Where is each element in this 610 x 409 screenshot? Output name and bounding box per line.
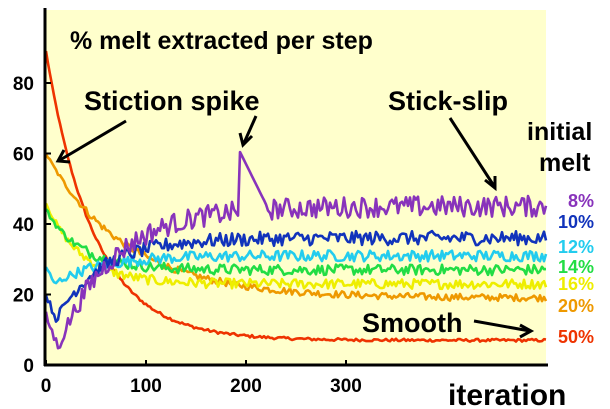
legend-label-10pct: 10%: [558, 212, 594, 232]
legend-label-12pct: 12%: [558, 237, 594, 257]
x-axis-label: iteration: [448, 379, 566, 409]
y-tick-label: 80: [13, 74, 34, 95]
series-line-20pct: [44, 153, 548, 303]
plot-background: [46, 10, 546, 364]
legend-label-20pct: 20%: [558, 296, 594, 316]
spike-arrow-head: [238, 132, 254, 148]
y-tick-label: 60: [13, 145, 34, 166]
annotation-arrows: [55, 115, 535, 339]
legend-title-line2: melt: [539, 149, 591, 177]
annotation-stick-slip: Stick-slip: [388, 86, 508, 116]
annotation-stiction-spike: Stiction spike: [84, 86, 260, 116]
x-tick-label: 0: [41, 376, 52, 397]
legend-title-line1: initial: [527, 118, 592, 146]
series-line-8pct: [44, 150, 548, 350]
smooth-arrow-head: [519, 323, 535, 339]
chart-title: % melt extracted per step: [70, 27, 373, 55]
spike-arrow: [242, 115, 258, 144]
series-line-12pct: [44, 249, 548, 285]
x-tick-label: 300: [330, 376, 362, 397]
series-line-16pct: [44, 202, 548, 291]
stick-slip-arrow: [448, 117, 496, 187]
series-layer: [44, 50, 548, 350]
legend-label-16pct: 16%: [558, 274, 594, 294]
legend-label-8pct: 8%: [568, 191, 594, 211]
series-line-50pct: [44, 50, 547, 343]
stiction-arrow-head: [55, 149, 71, 164]
legend-label-50pct: 50%: [558, 327, 594, 347]
y-tick-label: 40: [13, 215, 34, 236]
stiction-arrow: [59, 119, 127, 162]
legend-label-14pct: 14%: [558, 257, 594, 277]
smooth-arrow: [473, 319, 531, 333]
x-tick-label: 100: [130, 376, 162, 397]
annotation-smooth: Smooth: [362, 308, 463, 338]
y-tick-label: 0: [23, 356, 34, 377]
x-tick-label: 200: [230, 376, 262, 397]
legend: 8%10% 12%14%16%20% 50%: [558, 191, 594, 347]
y-tick-label: 20: [13, 286, 34, 307]
tick-layer: 0 20 40 60 80 0 100 200 300: [13, 74, 362, 397]
stick-slip-arrow-head: [484, 176, 497, 192]
